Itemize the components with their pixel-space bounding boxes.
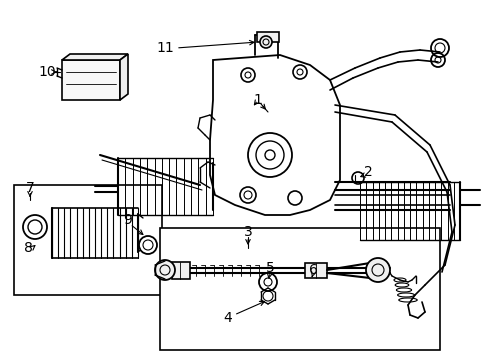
Circle shape (365, 258, 389, 282)
Circle shape (260, 36, 271, 48)
Text: 8: 8 (23, 241, 32, 255)
Text: 10: 10 (38, 65, 56, 79)
Circle shape (142, 240, 153, 250)
Text: 6: 6 (308, 263, 317, 277)
Bar (305, 263, 326, 278)
Circle shape (259, 273, 276, 291)
Circle shape (264, 278, 271, 286)
Polygon shape (62, 54, 128, 60)
Bar (257, 32, 279, 42)
Circle shape (28, 220, 42, 234)
Text: 1: 1 (253, 93, 262, 107)
Bar (62, 60, 120, 100)
Polygon shape (120, 54, 128, 100)
Circle shape (139, 236, 157, 254)
Text: 11: 11 (156, 41, 174, 55)
Bar (172, 262, 190, 279)
Bar (14, 185, 162, 295)
Text: 3: 3 (243, 225, 252, 239)
Text: 4: 4 (223, 311, 232, 325)
Text: 9: 9 (123, 213, 132, 227)
Text: 5: 5 (265, 261, 274, 275)
Circle shape (23, 215, 47, 239)
Text: 7: 7 (25, 181, 34, 195)
Bar (160, 228, 439, 350)
Circle shape (155, 260, 175, 280)
Text: 2: 2 (363, 165, 372, 179)
